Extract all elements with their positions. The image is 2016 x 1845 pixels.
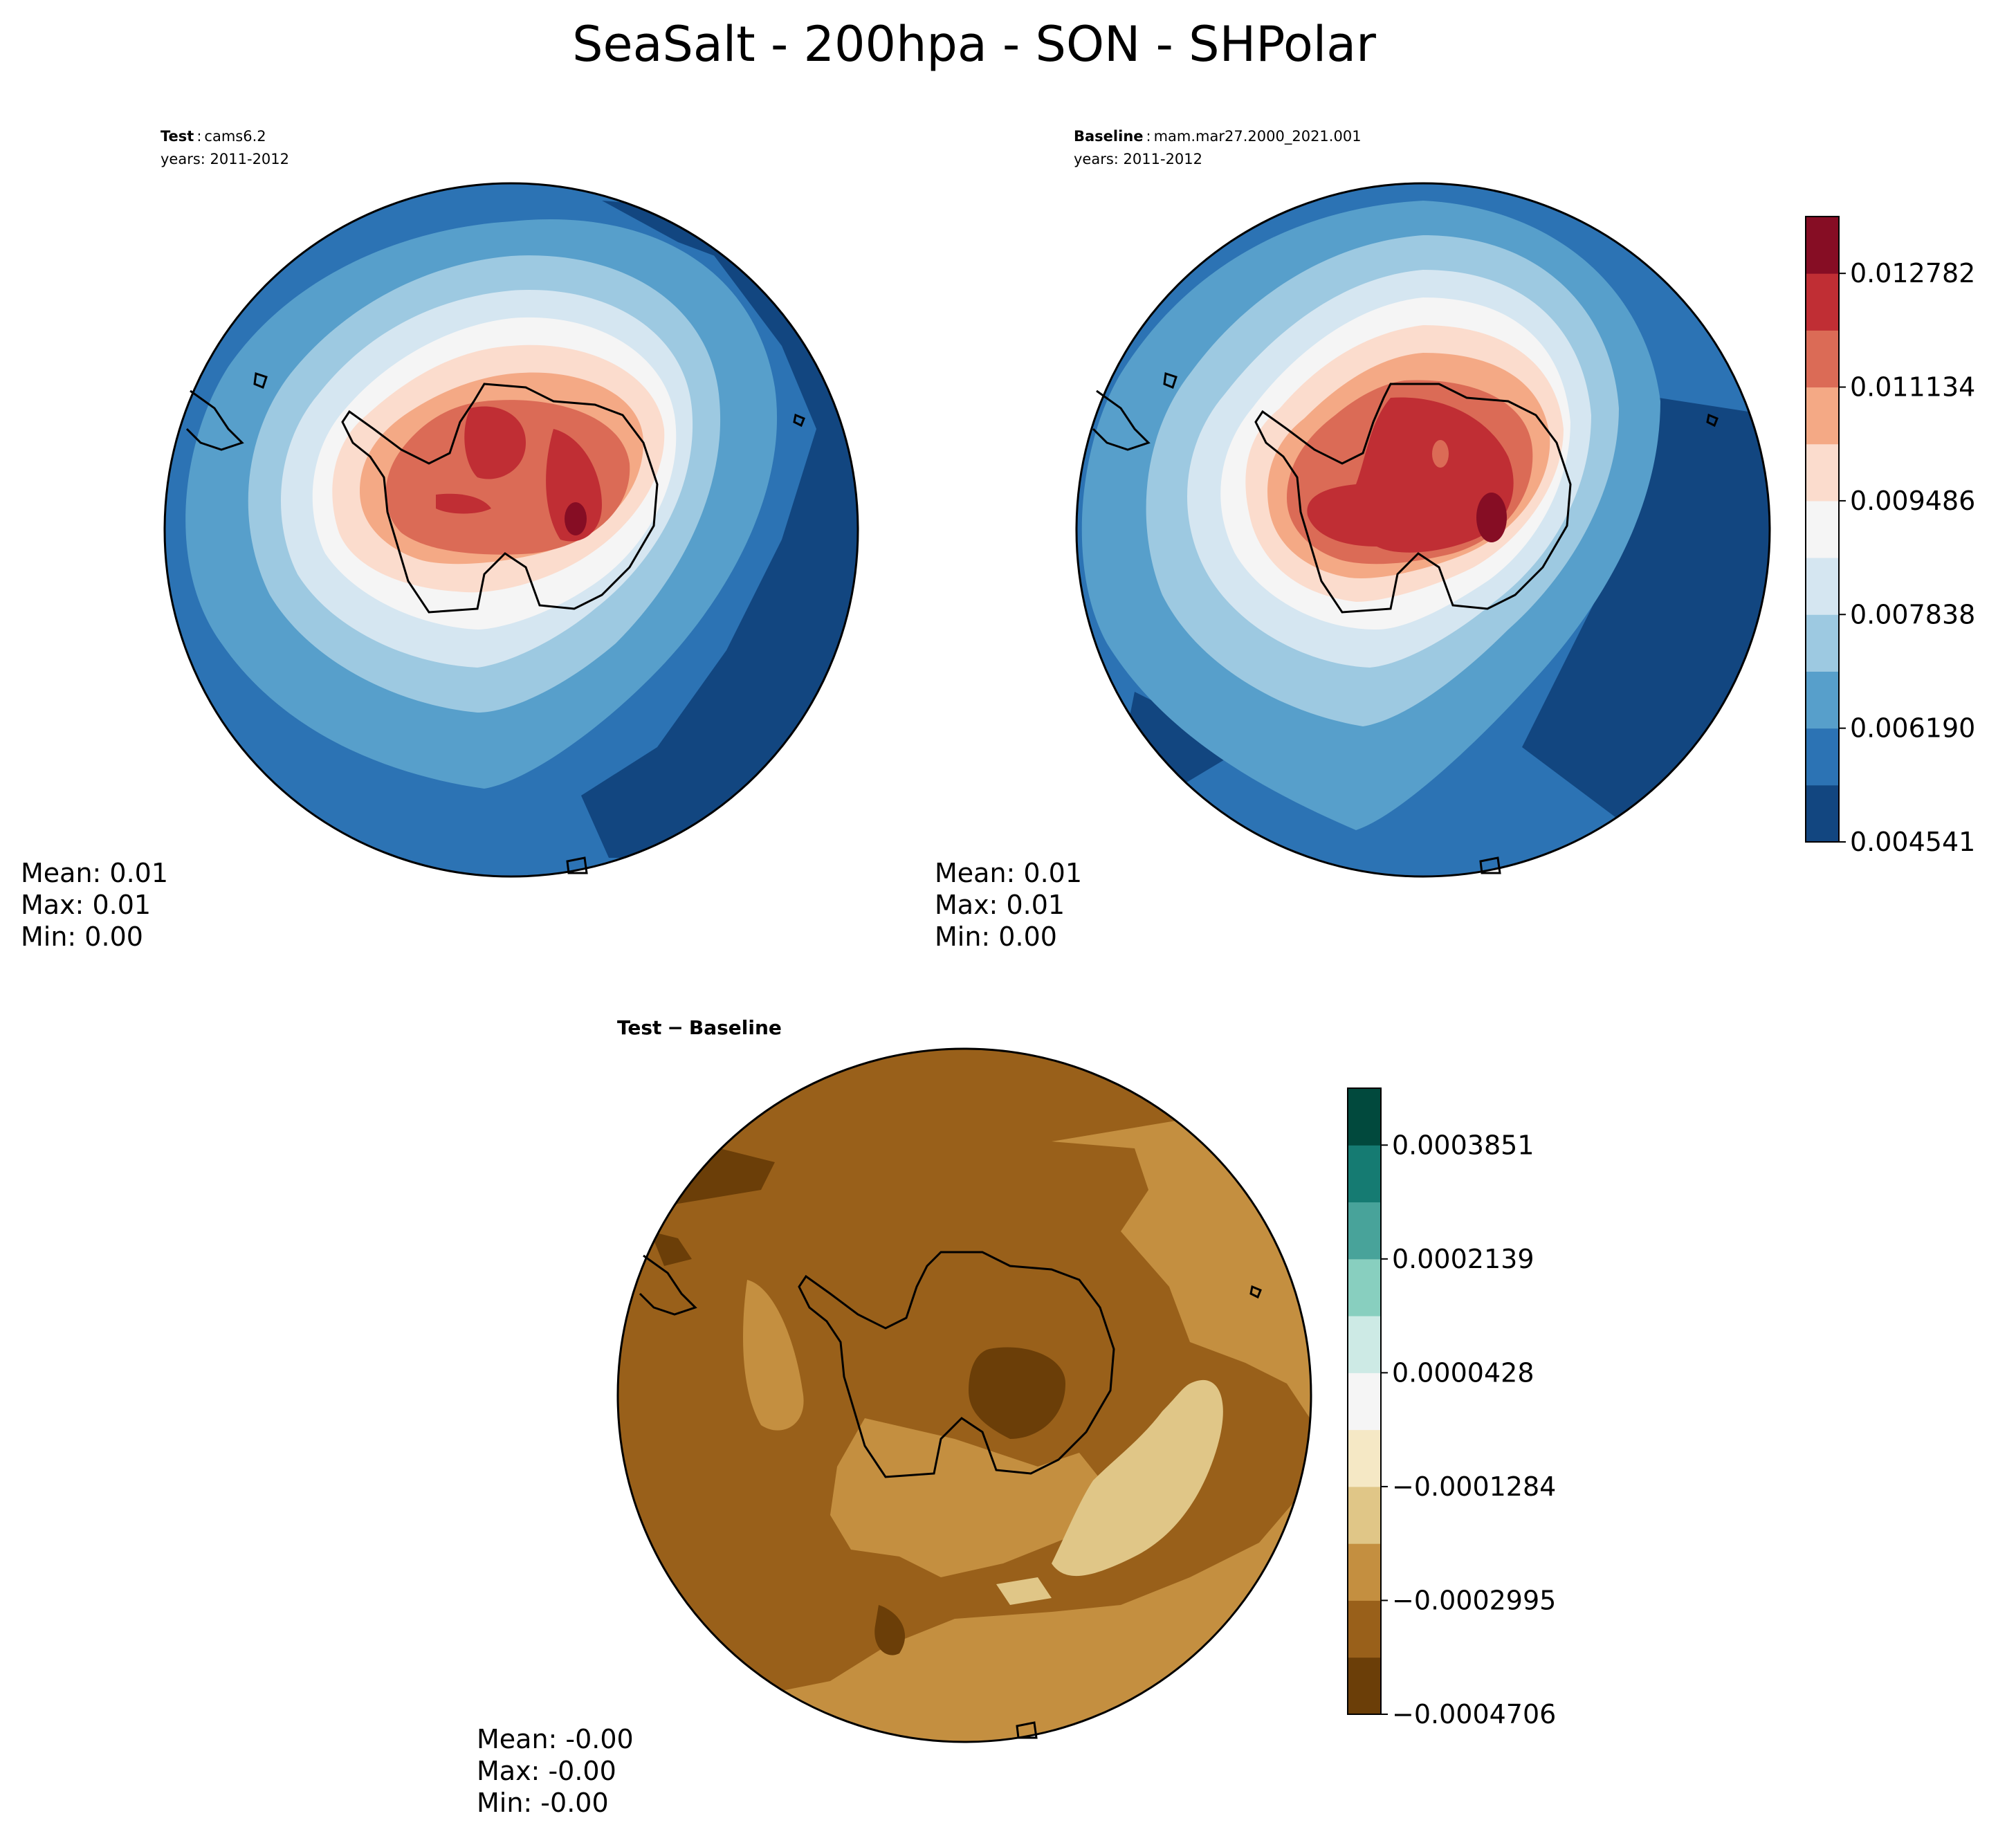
baseline-field-level-0 (1522, 387, 1770, 830)
bottom-colorbar-swatch (1348, 1316, 1381, 1373)
diff-stat-max: Max: -0.00 (477, 1756, 616, 1786)
top-colorbar-swatch (1806, 558, 1839, 615)
diff-map-frame (616, 1047, 1312, 1743)
top-colorbar-tick-label: 0.004541 (1850, 827, 1975, 857)
baseline-map (1076, 183, 1770, 876)
bottom-colorbar-tick-label: −0.0001284 (1392, 1471, 1556, 1502)
top-colorbar-swatch (1806, 614, 1839, 672)
diff-field-level-3 (1052, 1379, 1223, 1577)
bottom-colorbar-swatch (1348, 1088, 1381, 1146)
bottom-colorbar-swatch (1348, 1145, 1381, 1203)
diff-panel: Test − Baseline Mean: -0.00 Max: -0.00 Min… (477, 1016, 1556, 1818)
bottom-colorbar-swatch (1348, 1600, 1381, 1658)
bottom-colorbar-tick-label: 0.0003851 (1392, 1130, 1534, 1160)
baseline-stat-max: Max: 0.01 (935, 890, 1065, 920)
diff-field-level-2 (761, 1121, 1311, 1742)
top-colorbar-tick-label: 0.009486 (1850, 486, 1975, 516)
baseline-stats: Mean: 0.01 Max: 0.01 Min: 0.00 (935, 858, 1082, 952)
test-stats: Mean: 0.01 Max: 0.01 Min: 0.00 (21, 858, 168, 952)
bottom-colorbar-swatch (1348, 1373, 1381, 1431)
top-colorbar-swatch (1806, 671, 1839, 729)
test-field-level-0 (581, 208, 858, 858)
diff-stat-min: Min: -0.00 (477, 1788, 609, 1818)
bottom-colorbar-swatch (1348, 1202, 1381, 1260)
baseline-field-level-10 (1476, 493, 1507, 542)
test-panel: Test: cams6.2 years: 2011-2012 (21, 128, 859, 952)
baseline-panel: Baseline: mam.mar27.2000_2021.001 years: … (935, 128, 1975, 952)
top-colorbar-swatch (1806, 330, 1839, 388)
bottom-colorbar-tick-label: −0.0004706 (1392, 1699, 1556, 1729)
top-colorbar-tick-label: 0.012782 (1850, 258, 1975, 288)
diff-coastline (639, 1251, 1262, 1739)
test-field-level-9c (436, 493, 491, 514)
test-map (165, 183, 858, 876)
top-colorbar-swatch (1806, 784, 1839, 843)
test-stat-mean: Mean: 0.01 (21, 858, 168, 888)
baseline-stat-min: Min: 0.00 (935, 921, 1057, 952)
diff-map (618, 1049, 1311, 1742)
diff-title-test: Test (617, 1016, 661, 1039)
bottom-colorbar-swatch (1348, 1258, 1381, 1316)
bottom-colorbar-frame (1347, 1087, 1382, 1715)
baseline-coastline (1092, 372, 1719, 874)
test-header: Test: cams6.2 (161, 128, 266, 145)
diff-stat-mean: Mean: -0.00 (477, 1724, 634, 1754)
test-stat-max: Max: 0.01 (21, 890, 151, 920)
diff-field-level-3b (996, 1577, 1052, 1605)
diff-field-level-0 (969, 1347, 1065, 1439)
top-colorbar-tick-label: 0.007838 (1850, 599, 1975, 630)
figure-title: SeaSalt - 200hpa - SON - SHPolar (572, 16, 1376, 73)
test-years: years: 2011-2012 (161, 151, 289, 167)
bottom-colorbar-swatch (1348, 1429, 1381, 1487)
baseline-map-frame (1075, 182, 1771, 878)
bottom-colorbar-tick-label: 0.0000428 (1392, 1357, 1534, 1388)
baseline-label: Baseline (1074, 128, 1144, 145)
test-field-level-10 (565, 502, 587, 535)
bottom-colorbar-tick-label: −0.0002995 (1392, 1585, 1556, 1615)
test-coastline (185, 372, 805, 874)
test-field-level-9b (546, 429, 602, 542)
bottom-colorbar-swatch (1348, 1657, 1381, 1715)
test-map-frame (163, 182, 859, 878)
diff-title-sep: − (667, 1016, 683, 1039)
baseline-years: years: 2011-2012 (1074, 151, 1202, 167)
top-colorbar-tick-label: 0.006190 (1850, 713, 1975, 744)
bottom-colorbar-swatch (1348, 1486, 1381, 1544)
bottom-colorbar-swatch (1348, 1543, 1381, 1601)
diff-field-level-0b (874, 1605, 906, 1655)
top-colorbar-frame (1805, 216, 1840, 843)
test-label: Test (161, 128, 194, 145)
top-colorbar: 0.012782 0.011134 0.009486 0.007838 0.006190… (1805, 216, 1975, 857)
baseline-stat-mean: Mean: 0.01 (935, 858, 1082, 888)
baseline-field-level-9 (1307, 397, 1514, 553)
test-field-level-9a (464, 406, 526, 479)
diff-field-level-0d (650, 1231, 692, 1266)
diff-stats: Mean: -0.00 Max: -0.00 Min: -0.00 (477, 1724, 634, 1818)
baseline-field-level-8b (1432, 440, 1449, 468)
baseline-case: mam.mar27.2000_2021.001 (1154, 128, 1362, 145)
test-stat-min: Min: 0.00 (21, 921, 143, 952)
baseline-header: Baseline: mam.mar27.2000_2021.001 (1074, 128, 1362, 145)
bottom-colorbar-tick-label: 0.0002139 (1392, 1244, 1534, 1274)
top-colorbar-swatch (1806, 217, 1839, 274)
bottom-colorbar: 0.0003851 0.0002139 0.0000428 −0.0001284 −0.… (1347, 1087, 1556, 1729)
diff-field-level-2c (830, 1418, 1107, 1577)
top-colorbar-swatch (1806, 500, 1839, 558)
diff-field-level-2b (743, 1280, 804, 1431)
diff-title: Test − Baseline (617, 1016, 782, 1039)
top-colorbar-swatch (1806, 387, 1839, 445)
diff-title-baseline: Baseline (689, 1016, 782, 1039)
top-colorbar-swatch (1806, 443, 1839, 502)
top-colorbar-swatch (1806, 273, 1839, 331)
test-case: cams6.2 (204, 128, 266, 145)
top-colorbar-tick-label: 0.011134 (1850, 372, 1975, 403)
top-colorbar-swatch (1806, 728, 1839, 786)
